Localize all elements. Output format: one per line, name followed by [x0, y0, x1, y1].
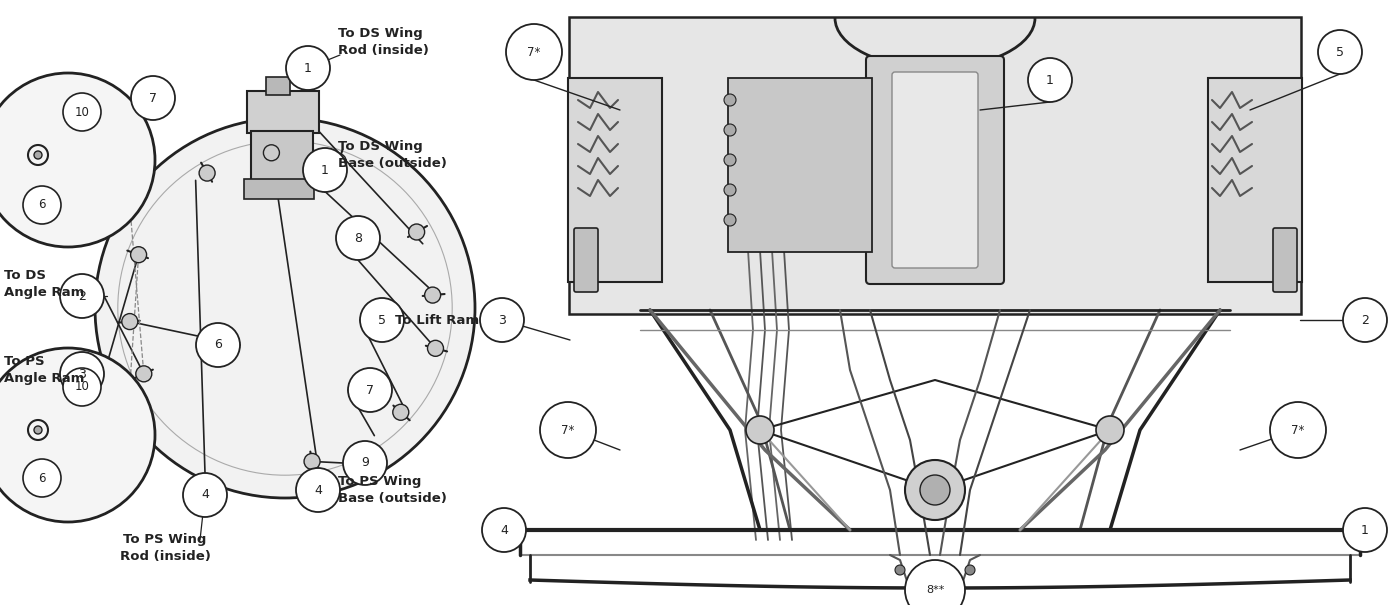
Text: To PS Wing
Rod (inside): To PS Wing Rod (inside) — [119, 533, 210, 563]
Text: 5: 5 — [378, 313, 386, 327]
Circle shape — [904, 560, 965, 605]
Circle shape — [724, 124, 736, 136]
Text: 4: 4 — [202, 488, 209, 502]
Circle shape — [34, 151, 42, 159]
Circle shape — [263, 145, 280, 161]
Circle shape — [427, 341, 444, 356]
Circle shape — [63, 93, 101, 131]
Circle shape — [895, 565, 904, 575]
Circle shape — [60, 352, 104, 396]
Circle shape — [22, 186, 62, 224]
Circle shape — [540, 402, 596, 458]
Text: 7: 7 — [148, 91, 157, 105]
Text: 7*: 7* — [561, 424, 574, 436]
Circle shape — [122, 313, 137, 330]
Circle shape — [1343, 298, 1387, 342]
Text: 3: 3 — [78, 367, 85, 381]
Text: 6: 6 — [38, 198, 46, 212]
Text: 7*: 7* — [1291, 424, 1305, 436]
Text: 2: 2 — [78, 290, 85, 302]
FancyBboxPatch shape — [867, 56, 1004, 284]
FancyBboxPatch shape — [266, 77, 290, 95]
Circle shape — [505, 24, 561, 80]
Circle shape — [360, 298, 405, 342]
Text: 1: 1 — [1361, 523, 1369, 537]
Text: To DS Wing
Rod (inside): To DS Wing Rod (inside) — [337, 27, 428, 57]
Circle shape — [724, 184, 736, 196]
Text: 10: 10 — [74, 105, 90, 119]
Text: 1: 1 — [321, 163, 329, 177]
FancyBboxPatch shape — [728, 78, 872, 252]
Text: To Lift Ram: To Lift Ram — [395, 313, 479, 327]
Circle shape — [724, 154, 736, 166]
Circle shape — [724, 94, 736, 106]
Text: 9: 9 — [361, 457, 370, 469]
Circle shape — [63, 368, 101, 406]
Text: 1: 1 — [1046, 73, 1054, 87]
Circle shape — [1343, 508, 1387, 552]
Circle shape — [0, 348, 155, 522]
Circle shape — [349, 368, 392, 412]
Circle shape — [304, 453, 321, 469]
Text: 6: 6 — [214, 339, 223, 352]
Circle shape — [196, 323, 239, 367]
Text: 7: 7 — [365, 384, 374, 396]
Circle shape — [920, 475, 951, 505]
Text: 1: 1 — [304, 62, 312, 74]
Circle shape — [286, 46, 330, 90]
Circle shape — [930, 565, 939, 575]
Circle shape — [724, 214, 736, 226]
Text: 6: 6 — [38, 471, 46, 485]
Circle shape — [130, 247, 147, 263]
Circle shape — [409, 224, 424, 240]
Circle shape — [295, 468, 340, 512]
Circle shape — [424, 287, 441, 303]
Circle shape — [22, 459, 62, 497]
Circle shape — [480, 298, 524, 342]
FancyBboxPatch shape — [568, 78, 662, 282]
Circle shape — [904, 460, 965, 520]
Circle shape — [1028, 58, 1072, 102]
Text: 4: 4 — [500, 523, 508, 537]
Text: 10: 10 — [74, 381, 90, 393]
Circle shape — [136, 366, 151, 382]
Circle shape — [746, 416, 774, 444]
Circle shape — [0, 73, 155, 247]
Circle shape — [60, 274, 104, 318]
Circle shape — [393, 404, 409, 420]
Text: 8**: 8** — [925, 585, 944, 595]
Circle shape — [1270, 402, 1326, 458]
Text: 5: 5 — [1336, 45, 1344, 59]
Circle shape — [482, 508, 526, 552]
Circle shape — [199, 165, 216, 181]
FancyBboxPatch shape — [892, 72, 979, 268]
Circle shape — [330, 154, 346, 169]
Text: To DS Wing
Base (outside): To DS Wing Base (outside) — [337, 140, 447, 170]
Circle shape — [132, 76, 175, 120]
FancyBboxPatch shape — [568, 17, 1301, 314]
FancyBboxPatch shape — [246, 91, 319, 133]
Text: 3: 3 — [498, 313, 505, 327]
Text: 7*: 7* — [528, 45, 540, 59]
Circle shape — [183, 473, 227, 517]
Circle shape — [336, 216, 379, 260]
Text: 2: 2 — [1361, 313, 1369, 327]
Circle shape — [1096, 416, 1124, 444]
Circle shape — [302, 148, 347, 192]
Circle shape — [95, 118, 475, 498]
Circle shape — [34, 426, 42, 434]
FancyBboxPatch shape — [574, 228, 598, 292]
FancyBboxPatch shape — [244, 179, 314, 199]
Text: 8: 8 — [354, 232, 363, 244]
Circle shape — [343, 441, 386, 485]
Text: To PS
Angle Ram: To PS Angle Ram — [4, 355, 84, 385]
FancyBboxPatch shape — [1208, 78, 1302, 282]
Text: To DS
Angle Ram: To DS Angle Ram — [4, 269, 84, 299]
Circle shape — [965, 565, 974, 575]
Text: To PS Wing
Base (outside): To PS Wing Base (outside) — [337, 476, 447, 505]
FancyBboxPatch shape — [251, 131, 314, 183]
FancyBboxPatch shape — [1273, 228, 1296, 292]
Circle shape — [1317, 30, 1362, 74]
Text: 4: 4 — [314, 483, 322, 497]
